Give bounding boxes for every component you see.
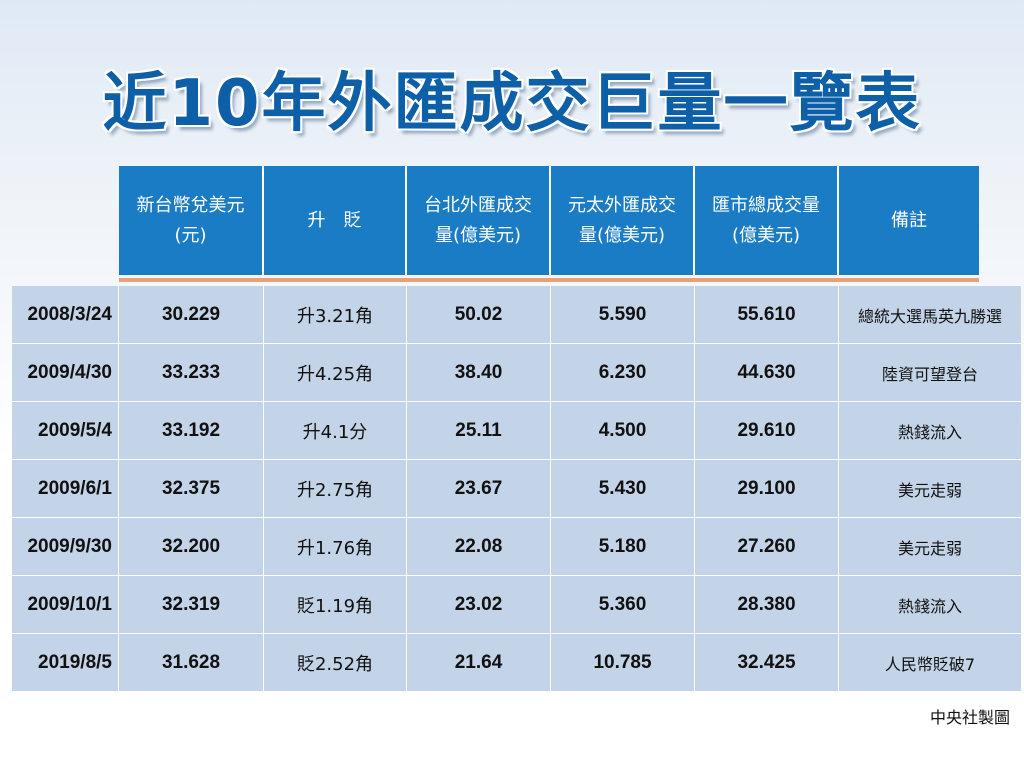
cell-yuanta: 6.230	[551, 344, 695, 401]
cell-total: 29.100	[695, 460, 839, 517]
cell-note: 美元走弱	[897, 480, 962, 500]
cell-note: 陸資可望登台	[881, 364, 978, 384]
cell-change: 升2.75角	[264, 460, 407, 517]
header-taipei-volume: 台北外匯成交 量(億美元)	[407, 166, 551, 275]
cell-date: 2009/6/1	[12, 460, 119, 517]
cell-change: 貶1.19角	[264, 576, 407, 633]
cell-note: 美元走弱	[897, 538, 962, 558]
cell-change: 升4.25角	[264, 344, 407, 401]
header-yuanta-volume: 元太外匯成交 量(億美元)	[551, 166, 695, 275]
cell-taipei: 25.11	[407, 402, 551, 459]
header-notes: 備註	[839, 166, 979, 275]
cell-change: 升3.21角	[264, 286, 407, 343]
cell-yuanta: 10.785	[551, 634, 695, 691]
table-row: 2009/4/30 33.233 升4.25角 38.40 6.230 44.6…	[12, 344, 1021, 402]
cell-total: 29.610	[695, 402, 839, 459]
cell-date: 2008/3/24	[12, 286, 119, 343]
cell-date: 2009/10/1	[12, 576, 119, 633]
cell-rate: 32.375	[119, 460, 264, 517]
cell-yuanta: 5.360	[551, 576, 695, 633]
data-table: 2008/3/24 30.229 升3.21角 50.02 5.590 55.6…	[12, 286, 1021, 692]
cell-date: 2009/4/30	[12, 344, 119, 401]
cell-yuanta: 4.500	[551, 402, 695, 459]
cell-date: 2009/9/30	[12, 518, 119, 575]
cell-change: 貶2.52角	[264, 634, 407, 691]
table-row: 2009/5/4 33.192 升4.1分 25.11 4.500 29.610…	[12, 402, 1021, 460]
cell-date: 2009/5/4	[12, 402, 119, 459]
cell-rate: 30.229	[119, 286, 264, 343]
cell-change: 升1.76角	[264, 518, 407, 575]
cell-yuanta: 5.180	[551, 518, 695, 575]
table-row: 2019/8/5 31.628 貶2.52角 21.64 10.785 32.4…	[12, 634, 1021, 692]
cell-total: 32.425	[695, 634, 839, 691]
cell-rate: 31.628	[119, 634, 264, 691]
cell-taipei: 23.02	[407, 576, 551, 633]
cell-taipei: 21.64	[407, 634, 551, 691]
cell-note: 熱錢流入	[897, 596, 962, 616]
cell-note: 人民幣貶破7	[884, 654, 976, 674]
table-row: 2009/9/30 32.200 升1.76角 22.08 5.180 27.2…	[12, 518, 1021, 576]
cell-rate: 33.192	[119, 402, 264, 459]
cell-yuanta: 5.590	[551, 286, 695, 343]
cell-date: 2019/8/5	[12, 634, 119, 691]
cell-total: 28.380	[695, 576, 839, 633]
cell-taipei: 23.67	[407, 460, 551, 517]
header-change: 升 貶	[264, 166, 407, 275]
cell-total: 27.260	[695, 518, 839, 575]
cell-rate: 33.233	[119, 344, 264, 401]
table-header: 新台幣兌美元 (元) 升 貶 台北外匯成交 量(億美元) 元太外匯成交 量(億美…	[119, 166, 979, 275]
header-exchange-rate: 新台幣兌美元 (元)	[119, 166, 264, 275]
cell-taipei: 38.40	[407, 344, 551, 401]
cell-note: 總統大選馬英九勝選	[857, 306, 1002, 326]
cell-total: 44.630	[695, 344, 839, 401]
header-divider	[119, 278, 979, 282]
table-row: 2009/10/1 32.319 貶1.19角 23.02 5.360 28.3…	[12, 576, 1021, 634]
page-title: 近10年外匯成交巨量一覽表	[102, 67, 922, 141]
cell-change: 升4.1分	[264, 402, 407, 459]
cell-rate: 32.200	[119, 518, 264, 575]
cell-rate: 32.319	[119, 576, 264, 633]
header-total-volume: 匯市總成交量 (億美元)	[695, 166, 839, 275]
table-row: 2009/6/1 32.375 升2.75角 23.67 5.430 29.10…	[12, 460, 1021, 518]
table-row: 2008/3/24 30.229 升3.21角 50.02 5.590 55.6…	[12, 286, 1021, 344]
cell-total: 55.610	[695, 286, 839, 343]
cell-yuanta: 5.430	[551, 460, 695, 517]
credit-caption: 中央社製圖	[929, 708, 1010, 727]
cell-taipei: 50.02	[407, 286, 551, 343]
cell-taipei: 22.08	[407, 518, 551, 575]
cell-note: 熱錢流入	[897, 422, 962, 442]
